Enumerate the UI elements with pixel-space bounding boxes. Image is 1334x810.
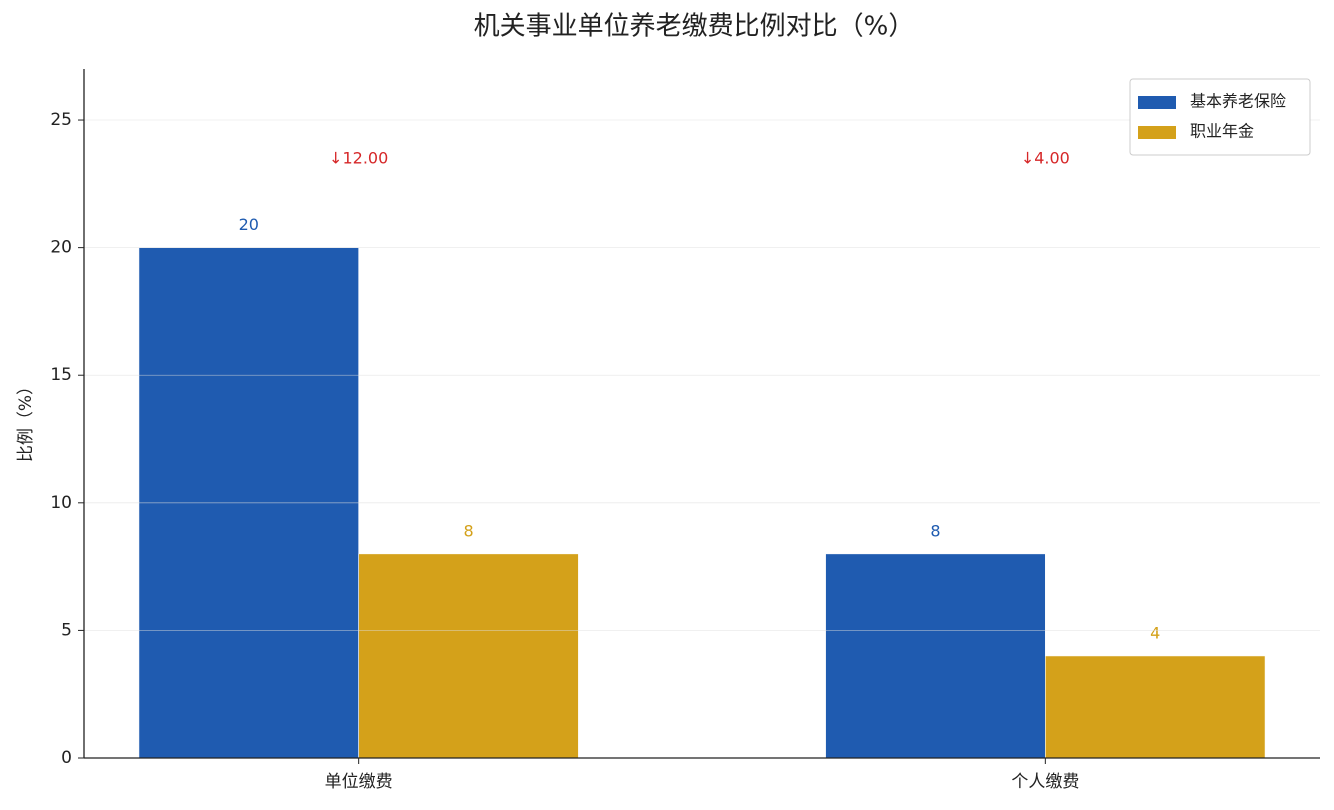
legend-label: 职业年金: [1190, 122, 1254, 141]
legend-box: [1129, 78, 1311, 156]
y-axis-label: 比例（%）: [16, 378, 36, 462]
y-tick-label: 25: [50, 110, 72, 130]
value-label: 8: [930, 521, 940, 540]
annotation: ↓4.00: [1021, 149, 1070, 168]
legend-swatch: [1138, 96, 1176, 109]
y-tick-label: 10: [50, 493, 72, 513]
y-tick-label: 15: [50, 365, 72, 385]
legend-swatch: [1138, 126, 1176, 139]
x-tick-label: 个人缴费: [1011, 772, 1079, 792]
chart-title: 机关事业单位养老缴费比例对比（%）: [474, 12, 915, 42]
y-tick-label: 5: [61, 620, 72, 640]
x-tick-label: 单位缴费: [325, 772, 393, 792]
value-label: 4: [1150, 623, 1160, 642]
bar: [358, 553, 579, 759]
legend-label: 基本养老保险: [1190, 92, 1286, 111]
y-tick-label: 0: [61, 748, 72, 768]
bar: [825, 553, 1046, 759]
annotation: ↓12.00: [329, 149, 388, 168]
y-tick-label: 20: [50, 238, 72, 258]
bar: [1045, 655, 1266, 759]
value-label: 20: [239, 215, 259, 234]
value-label: 8: [463, 521, 473, 540]
